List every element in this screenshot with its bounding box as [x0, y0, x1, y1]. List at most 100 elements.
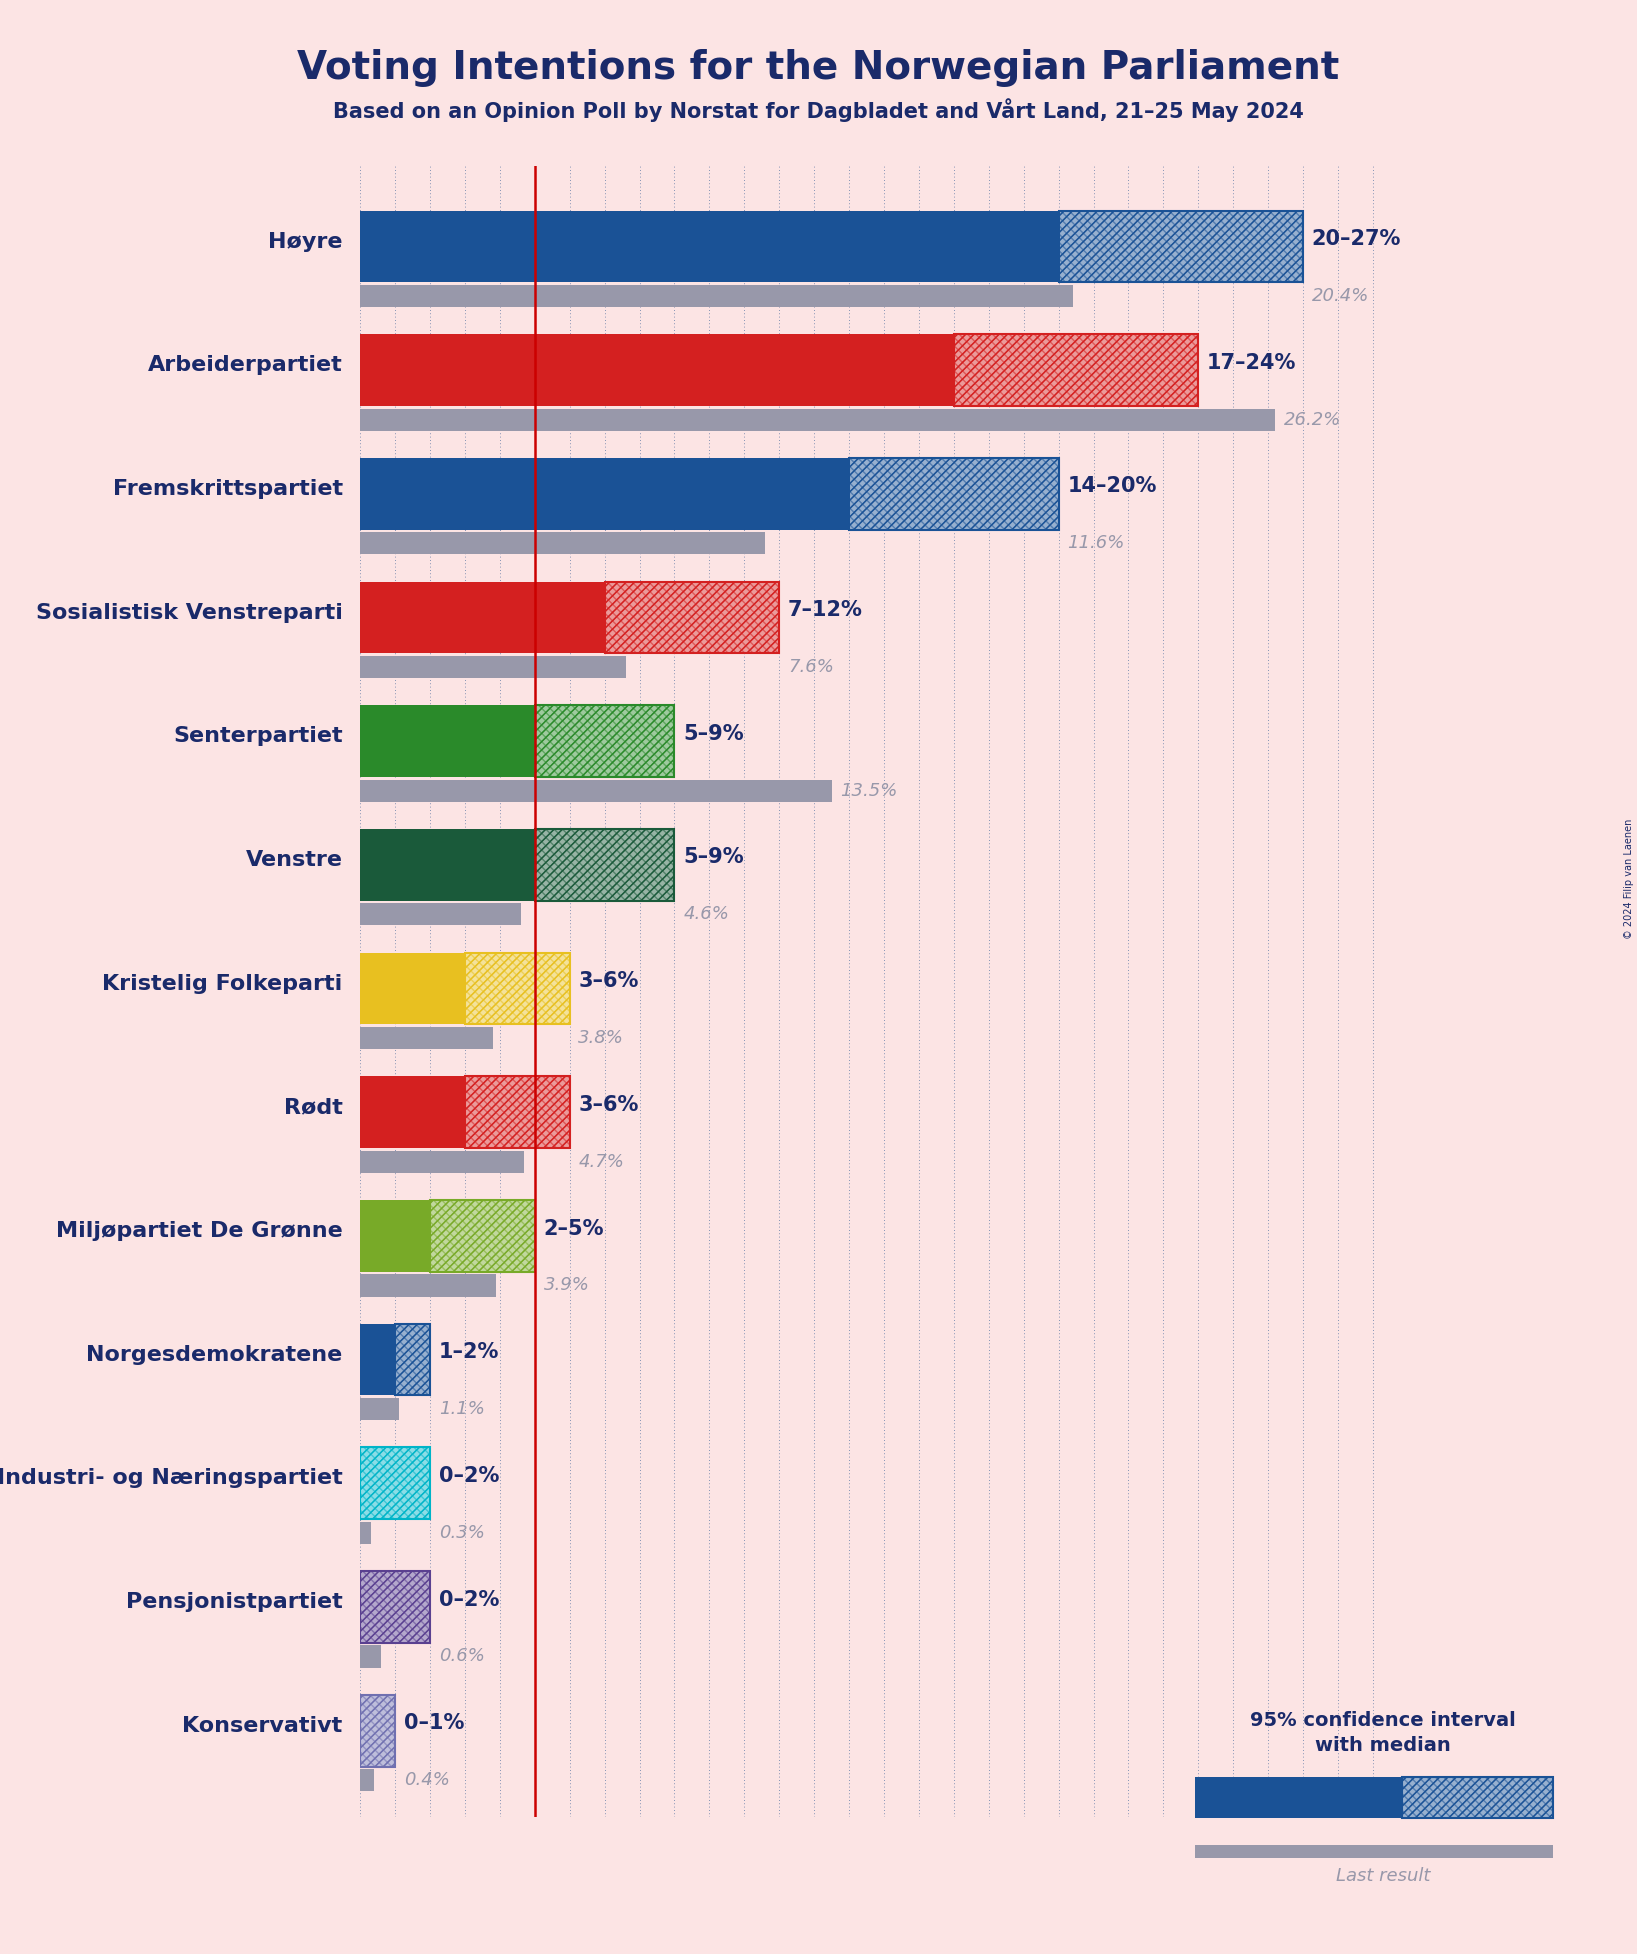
Bar — [465, 954, 570, 1024]
Bar — [360, 1448, 431, 1518]
Bar — [360, 1571, 431, 1643]
Text: 0–2%: 0–2% — [439, 1466, 499, 1485]
Bar — [465, 1077, 570, 1149]
Bar — [395, 1323, 431, 1395]
Bar — [465, 1077, 570, 1149]
Text: 95% confidence interval
with median: 95% confidence interval with median — [1251, 1712, 1516, 1755]
Text: 13.5%: 13.5% — [840, 782, 897, 799]
Bar — [360, 1694, 395, 1766]
Text: 7–12%: 7–12% — [787, 600, 863, 619]
Bar — [360, 334, 954, 406]
Text: 1–2%: 1–2% — [439, 1342, 499, 1362]
Bar — [850, 457, 1059, 530]
Bar — [850, 457, 1059, 530]
Bar — [360, 582, 604, 653]
Bar — [360, 1200, 431, 1272]
Text: 0–2%: 0–2% — [439, 1589, 499, 1610]
Bar — [395, 1323, 431, 1395]
Bar — [360, 457, 850, 530]
Bar — [954, 334, 1198, 406]
Bar — [954, 334, 1198, 406]
Bar — [360, 285, 1072, 307]
Bar — [360, 1645, 381, 1667]
Bar — [360, 531, 764, 555]
Text: 20.4%: 20.4% — [1311, 287, 1369, 305]
Text: 3.8%: 3.8% — [578, 1030, 624, 1047]
Bar — [431, 1200, 535, 1272]
Bar — [360, 1694, 395, 1766]
Bar — [360, 1571, 431, 1643]
Text: 4.6%: 4.6% — [683, 905, 728, 924]
Bar — [431, 1200, 535, 1272]
Text: Rødt: Rødt — [283, 1098, 342, 1118]
Bar — [604, 582, 779, 653]
Bar — [360, 1323, 395, 1395]
Text: 26.2%: 26.2% — [1283, 410, 1341, 428]
Bar — [535, 705, 674, 778]
Bar — [360, 657, 625, 678]
Text: 20–27%: 20–27% — [1311, 229, 1401, 248]
Bar — [360, 1151, 524, 1172]
Bar — [1059, 211, 1303, 281]
Text: 0.3%: 0.3% — [439, 1524, 485, 1542]
Bar — [465, 1077, 570, 1149]
Bar — [604, 582, 779, 653]
Bar — [1059, 211, 1303, 281]
Text: 3–6%: 3–6% — [578, 971, 638, 991]
Text: 14–20%: 14–20% — [1067, 477, 1157, 496]
Text: Pensjonistpartiet: Pensjonistpartiet — [126, 1593, 342, 1612]
Bar — [1401, 1776, 1554, 1819]
Bar — [850, 457, 1059, 530]
Bar — [360, 903, 521, 926]
Bar — [1059, 211, 1303, 281]
Bar — [465, 1077, 570, 1149]
Text: 2–5%: 2–5% — [543, 1219, 604, 1239]
Bar — [535, 705, 674, 778]
Text: Last result: Last result — [1336, 1866, 1431, 1886]
Bar — [1401, 1776, 1554, 1819]
Bar — [395, 1323, 431, 1395]
Bar — [1195, 1776, 1401, 1819]
Bar — [1401, 1776, 1554, 1819]
Text: Høyre: Høyre — [268, 231, 342, 252]
Bar — [360, 1448, 431, 1518]
Bar — [360, 1274, 496, 1297]
Bar — [360, 1522, 370, 1544]
Bar — [360, 1694, 395, 1766]
Text: Sosialistisk Venstreparti: Sosialistisk Venstreparti — [36, 602, 342, 623]
Bar — [431, 1200, 535, 1272]
Bar — [360, 954, 465, 1024]
Text: 5–9%: 5–9% — [683, 848, 743, 868]
Text: Kristelig Folkeparti: Kristelig Folkeparti — [103, 973, 342, 995]
Text: 0.6%: 0.6% — [439, 1647, 485, 1665]
Text: © 2024 Filip van Laenen: © 2024 Filip van Laenen — [1624, 819, 1634, 940]
Bar — [535, 705, 674, 778]
Bar — [360, 780, 832, 801]
Bar — [604, 582, 779, 653]
Text: 3–6%: 3–6% — [578, 1094, 638, 1116]
Text: Based on an Opinion Poll by Norstat for Dagbladet and Vårt Land, 21–25 May 2024: Based on an Opinion Poll by Norstat for … — [332, 98, 1305, 121]
Bar — [360, 828, 535, 901]
Text: Miljøpartiet De Grønne: Miljøpartiet De Grønne — [56, 1221, 342, 1241]
Text: Industri- og Næringspartiet: Industri- og Næringspartiet — [0, 1467, 342, 1489]
Bar — [360, 1694, 395, 1766]
Text: 3.9%: 3.9% — [543, 1276, 589, 1294]
Text: 0–1%: 0–1% — [404, 1714, 465, 1733]
Text: Senterpartiet: Senterpartiet — [174, 727, 342, 746]
Text: Arbeiderpartiet: Arbeiderpartiet — [147, 356, 342, 375]
Bar — [360, 1571, 431, 1643]
Text: 4.7%: 4.7% — [578, 1153, 624, 1170]
Text: Voting Intentions for the Norwegian Parliament: Voting Intentions for the Norwegian Parl… — [298, 49, 1339, 86]
Bar — [360, 1028, 493, 1049]
Bar — [465, 954, 570, 1024]
Bar — [360, 1448, 431, 1518]
Bar — [850, 457, 1059, 530]
Bar — [360, 1448, 431, 1518]
Bar — [1401, 1776, 1554, 1819]
Bar — [360, 408, 1275, 430]
Bar — [535, 828, 674, 901]
Bar — [360, 1077, 465, 1149]
Bar — [360, 1571, 431, 1643]
Bar — [360, 1768, 375, 1792]
Bar — [954, 334, 1198, 406]
